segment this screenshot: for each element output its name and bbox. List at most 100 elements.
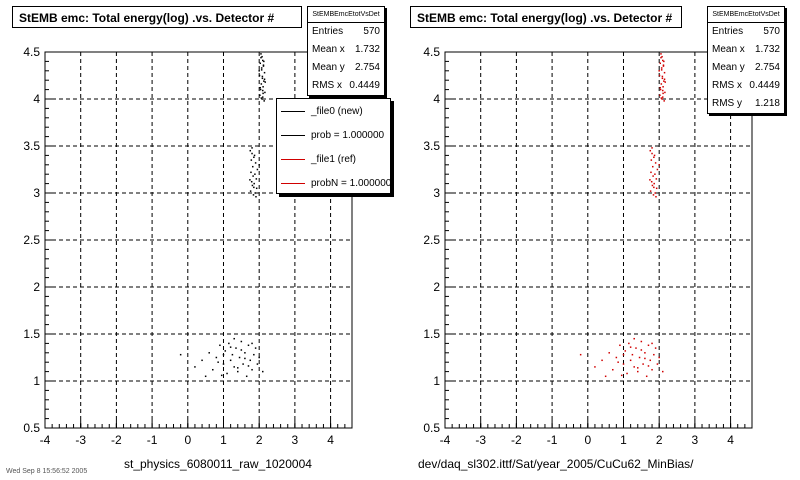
right-data-point <box>660 97 663 99</box>
right-data-point <box>640 349 643 351</box>
right-data-point <box>633 366 635 368</box>
right-data-point <box>656 168 659 171</box>
right-data-point <box>661 98 663 100</box>
right-data-point <box>635 347 637 349</box>
legend-entry: probN = 1.000000 <box>277 171 390 193</box>
left-data-point <box>256 168 259 171</box>
left-y-tick-label: 4.5 <box>23 45 40 59</box>
right-data-point <box>647 365 650 367</box>
right-data-point <box>662 89 664 92</box>
right-data-point <box>601 359 603 362</box>
right-y-tick-label: 1.5 <box>423 327 440 341</box>
left-data-point <box>249 190 252 192</box>
left-data-point <box>258 356 260 359</box>
right-y-tick-label: 3 <box>433 186 440 200</box>
right-data-point <box>663 100 665 102</box>
left-data-point <box>264 81 267 83</box>
left-data-point <box>217 361 219 363</box>
right-data-point <box>653 156 655 159</box>
right-data-point <box>642 363 644 365</box>
right-data-point <box>652 165 654 168</box>
left-stats-row: Mean x 1.732 <box>312 44 380 55</box>
right-data-point <box>660 56 662 59</box>
right-data-point <box>649 149 652 152</box>
legend-line-red <box>281 158 305 160</box>
left-data-point <box>254 173 256 175</box>
right-stats-row: Mean x 1.732 <box>712 44 780 55</box>
left-data-point <box>238 356 241 359</box>
left-data-point <box>237 367 239 369</box>
left-data-point <box>233 366 235 368</box>
left-data-point <box>204 375 207 378</box>
left-data-point <box>224 350 227 352</box>
left-data-point <box>231 353 234 356</box>
right-data-point <box>644 352 646 354</box>
right-x-tick-label: 4 <box>727 433 734 447</box>
right-data-point <box>650 180 653 183</box>
right-data-point <box>664 91 666 94</box>
right-stats-row: Mean y 2.754 <box>712 62 780 73</box>
right-y-tick-label: 4 <box>433 92 440 106</box>
right-x-tick-label: 2 <box>656 433 663 447</box>
right-data-point <box>629 359 632 362</box>
right-stats-row: Entries 570 <box>712 26 780 37</box>
right-stats-row: RMS x 0.4449 <box>712 80 780 91</box>
right-data-point <box>622 353 625 356</box>
right-data-point <box>661 55 663 58</box>
left-data-point <box>258 164 260 166</box>
left-chart-title: StEMB emc: Total energy(log) .vs. Detect… <box>12 6 302 28</box>
right-data-point <box>649 179 651 181</box>
right-data-point <box>617 361 619 363</box>
left-data-point <box>252 175 254 177</box>
right-data-point <box>615 356 618 359</box>
right-x-tick-label: 1 <box>620 433 627 447</box>
left-data-point <box>262 89 264 92</box>
right-x-tick-label: -2 <box>511 433 522 447</box>
right-data-point <box>612 368 614 371</box>
legend-line-black <box>281 134 305 136</box>
legend-entry: _file1 (ref) <box>277 147 390 171</box>
right-data-point <box>653 182 655 185</box>
left-data-point <box>258 74 261 77</box>
right-data-point <box>654 162 657 164</box>
right-data-point <box>653 353 655 356</box>
right-data-point <box>663 60 665 63</box>
left-data-point <box>262 96 264 98</box>
left-data-point <box>260 83 263 85</box>
right-data-point <box>655 196 657 198</box>
left-data-point <box>245 375 248 378</box>
right-data-point <box>604 375 607 378</box>
left-x-tick-label: 1 <box>220 433 227 447</box>
left-data-point <box>252 165 254 168</box>
left-data-point <box>254 347 257 349</box>
left-data-point <box>222 353 225 356</box>
left-data-point <box>250 159 253 161</box>
right-data-point <box>653 186 655 189</box>
left-y-tick-label: 3.5 <box>23 139 40 153</box>
left-data-point <box>254 192 257 194</box>
right-data-point <box>650 159 653 161</box>
right-data-point <box>645 375 648 378</box>
right-data-point <box>658 70 660 72</box>
right-data-point <box>662 59 664 62</box>
left-y-tick-label: 2 <box>33 280 40 294</box>
left-x-tick-label: 0 <box>184 433 191 447</box>
left-x-tick-label: -1 <box>147 433 158 447</box>
left-data-point <box>263 71 266 74</box>
left-data-point <box>201 359 203 362</box>
left-data-point <box>250 180 253 183</box>
left-data-point <box>229 359 232 362</box>
left-data-point <box>247 344 250 347</box>
right-data-point <box>663 78 666 81</box>
right-data-point <box>651 342 653 345</box>
left-data-point <box>247 365 250 367</box>
left-data-point <box>261 98 263 100</box>
left-data-point <box>244 352 246 354</box>
right-data-point <box>626 372 628 375</box>
left-data-point <box>262 64 265 66</box>
right-data-point <box>624 350 627 352</box>
right-data-point <box>659 94 661 96</box>
right-data-point <box>650 171 652 174</box>
left-data-point <box>251 184 254 187</box>
